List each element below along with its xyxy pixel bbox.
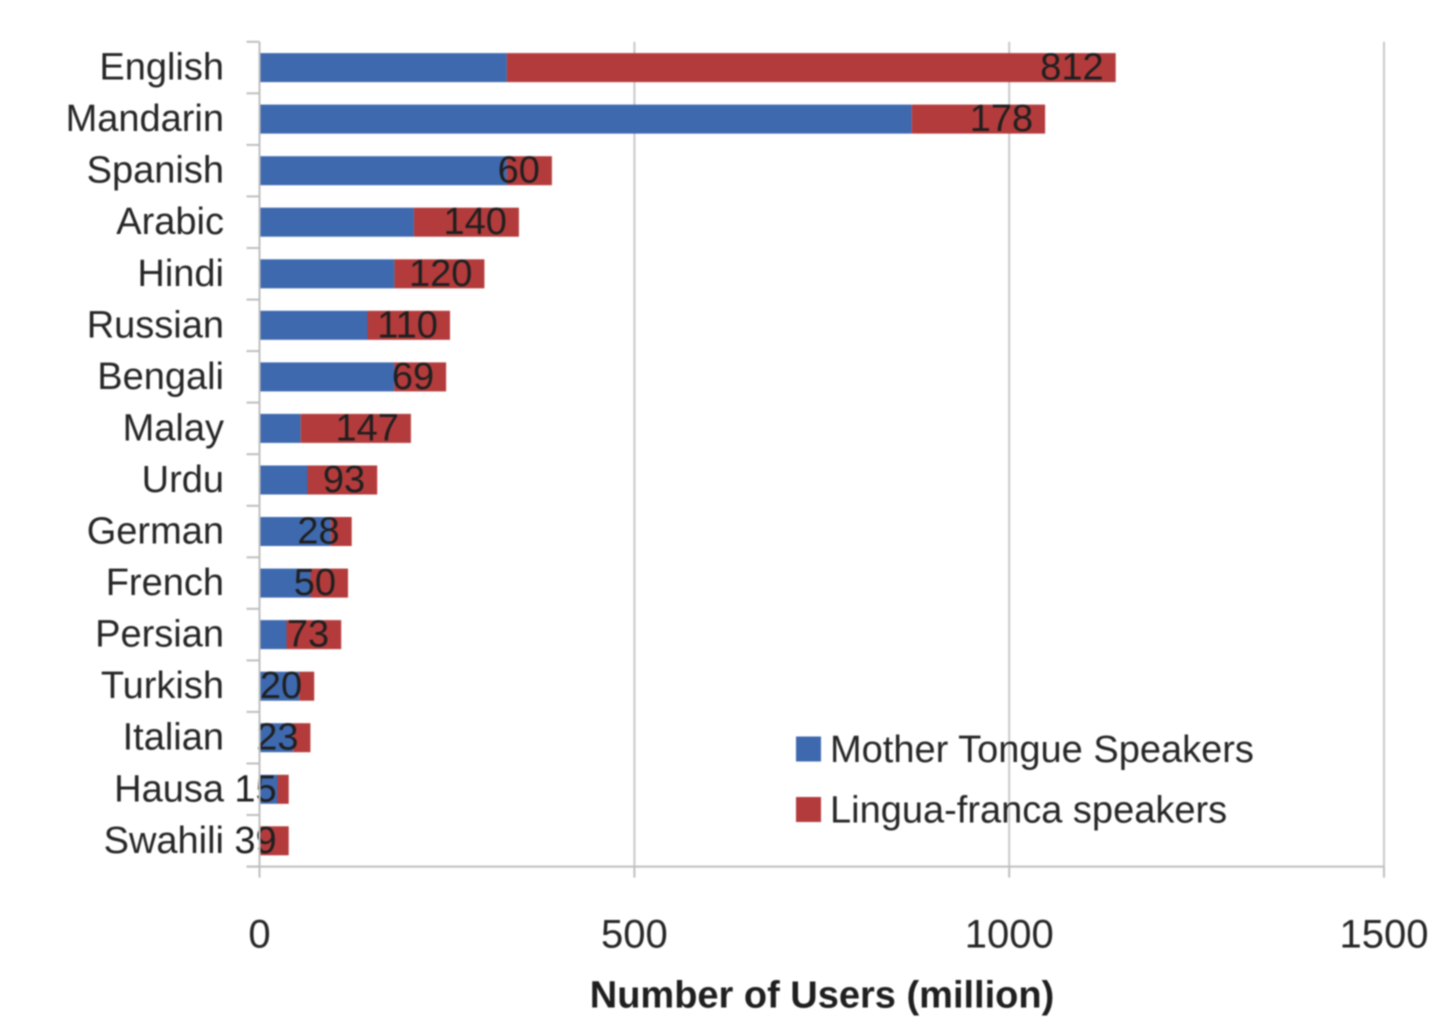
- svg-text:15: 15: [234, 768, 276, 810]
- svg-text:120: 120: [409, 253, 472, 295]
- svg-text:39: 39: [234, 820, 276, 862]
- svg-text:50: 50: [294, 562, 336, 604]
- svg-text:Malay: Malay: [123, 407, 224, 449]
- svg-text:500: 500: [601, 913, 668, 957]
- svg-text:20: 20: [260, 665, 302, 707]
- svg-text:Spanish: Spanish: [87, 150, 224, 192]
- svg-text:Number of Users (million): Number of Users (million): [590, 975, 1055, 1017]
- svg-text:Bengali: Bengali: [97, 356, 224, 398]
- svg-text:Arabic: Arabic: [116, 201, 224, 243]
- svg-text:178: 178: [970, 98, 1033, 140]
- svg-text:1500: 1500: [1340, 913, 1429, 957]
- svg-text:Mother Tongue Speakers: Mother Tongue Speakers: [830, 729, 1254, 771]
- svg-text:Mandarin: Mandarin: [66, 98, 224, 140]
- svg-text:French: French: [106, 562, 224, 604]
- svg-text:Hausa: Hausa: [114, 768, 225, 810]
- svg-text:Turkish: Turkish: [101, 665, 224, 707]
- svg-text:110: 110: [377, 304, 438, 346]
- svg-text:23: 23: [256, 717, 298, 759]
- svg-text:Hindi: Hindi: [137, 253, 224, 295]
- svg-text:812: 812: [1040, 47, 1103, 89]
- svg-text:Lingua-franca speakers: Lingua-franca speakers: [830, 790, 1227, 832]
- svg-text:69: 69: [392, 356, 434, 398]
- svg-text:Russian: Russian: [87, 304, 224, 346]
- svg-text:147: 147: [335, 407, 398, 449]
- svg-text:Persian: Persian: [95, 614, 224, 656]
- svg-text:60: 60: [498, 150, 540, 192]
- svg-text:English: English: [99, 47, 224, 89]
- svg-text:28: 28: [297, 511, 339, 553]
- svg-text:140: 140: [443, 201, 506, 243]
- svg-text:Urdu: Urdu: [142, 459, 224, 501]
- svg-text:0: 0: [248, 913, 270, 957]
- svg-text:Swahili: Swahili: [104, 820, 224, 862]
- svg-text:1000: 1000: [965, 913, 1054, 957]
- svg-text:Italian: Italian: [123, 717, 224, 759]
- svg-text:73: 73: [287, 614, 329, 656]
- svg-text:German: German: [87, 511, 224, 553]
- svg-text:93: 93: [323, 459, 365, 501]
